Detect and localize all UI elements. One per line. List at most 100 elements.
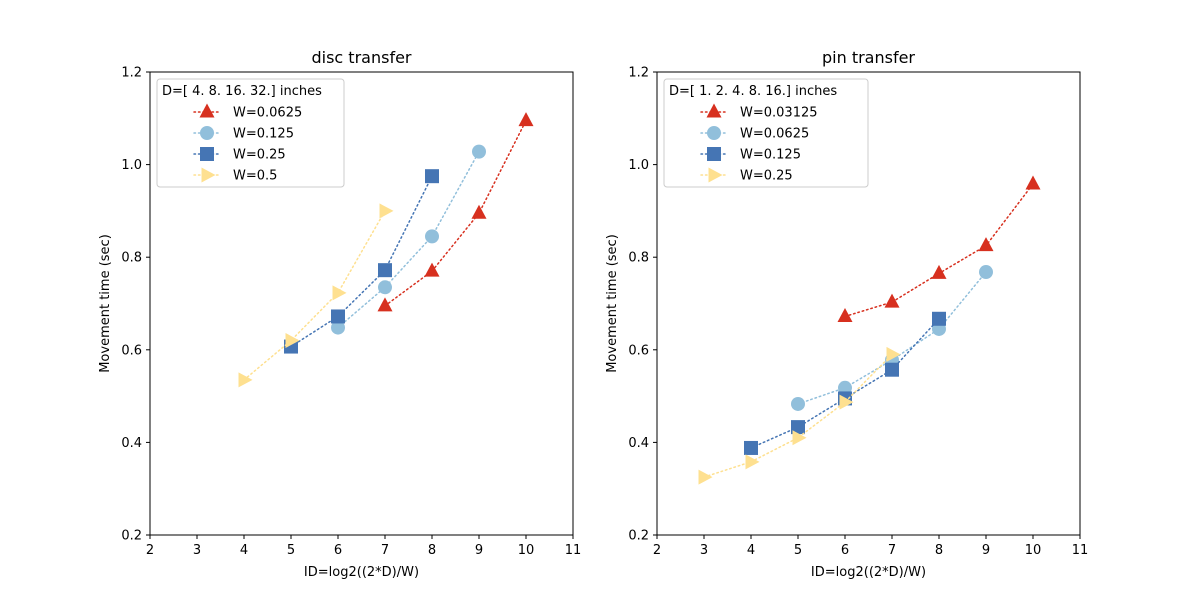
- x-tick-label: 5: [794, 543, 802, 558]
- legend-marker: [707, 126, 721, 140]
- data-point: [837, 307, 853, 322]
- y-tick-label: 0.4: [628, 436, 649, 451]
- data-point: [979, 265, 993, 280]
- data-point: [425, 229, 439, 244]
- series-line: [337, 150, 480, 329]
- legend-label: W=0.125: [740, 148, 801, 163]
- data-point: [886, 346, 901, 362]
- data-point: [424, 262, 440, 277]
- legend-title: D=[ 1. 2. 4. 8. 16.] inches: [669, 84, 837, 99]
- x-tick-label: 8: [428, 543, 436, 558]
- data-series: [837, 175, 1041, 322]
- data-point: [932, 311, 946, 326]
- series-line: [797, 271, 987, 405]
- data-point: [425, 169, 439, 184]
- legend-marker: [201, 167, 216, 183]
- x-tick-label: 8: [935, 543, 943, 558]
- x-tick-label: 2: [146, 543, 154, 558]
- data-point: [839, 394, 854, 410]
- legend: D=[ 1. 2. 4. 8. 16.] inches W=0.03125 W=0.…: [663, 78, 869, 188]
- y-axis-label: Movement time (sec): [605, 234, 620, 373]
- x-axis-label: ID=log2((2*D)/W): [811, 565, 926, 580]
- x-tick-label: 9: [982, 543, 990, 558]
- x-tick-label: 9: [475, 543, 483, 558]
- data-point: [885, 362, 899, 377]
- series-line: [384, 119, 527, 307]
- data-point: [472, 144, 486, 159]
- y-tick-label: 0.8: [628, 251, 649, 266]
- data-point: [331, 320, 345, 335]
- series-line: [243, 210, 386, 381]
- x-tick-label: 3: [700, 543, 708, 558]
- data-point: [238, 372, 253, 388]
- y-tick-label: 1.2: [628, 66, 649, 81]
- legend-label: W=0.03125: [740, 106, 818, 121]
- data-point: [745, 454, 760, 470]
- chart-panel: disc transfer 2 3 4 5 6 7 8 9 10 11 0.2 0.4 0.6 0.8 1.0…: [98, 48, 581, 580]
- legend-label: W=0.5: [233, 169, 277, 184]
- data-point: [931, 264, 947, 279]
- y-tick-label: 1.2: [121, 66, 142, 81]
- chart-title: pin transfer: [822, 48, 915, 67]
- data-series: [238, 203, 394, 388]
- legend-marker: [199, 103, 215, 118]
- x-tick-label: 6: [841, 543, 849, 558]
- y-tick-label: 0.8: [121, 251, 142, 266]
- data-point: [698, 469, 713, 485]
- x-tick-label: 4: [747, 543, 755, 558]
- legend-label: W=0.0625: [740, 127, 809, 142]
- legend-title: D=[ 4. 8. 16. 32.] inches: [162, 84, 322, 99]
- legend-marker: [200, 126, 214, 140]
- data-series: [377, 112, 534, 312]
- chart-title: disc transfer: [311, 48, 411, 67]
- y-tick-label: 1.0: [628, 158, 649, 173]
- x-tick-label: 6: [334, 543, 342, 558]
- legend-label: W=0.25: [740, 169, 793, 184]
- data-series: [331, 144, 486, 335]
- data-point: [791, 396, 805, 411]
- series-line: [750, 318, 940, 449]
- x-tick-label: 11: [565, 543, 582, 558]
- series-line: [290, 175, 433, 348]
- series-line: [844, 183, 1034, 318]
- legend-label: W=0.0625: [233, 106, 302, 121]
- x-tick-label: 3: [193, 543, 201, 558]
- data-point: [377, 297, 393, 312]
- x-tick-label: 5: [287, 543, 295, 558]
- x-tick-label: 7: [381, 543, 389, 558]
- y-tick-label: 0.2: [121, 529, 142, 544]
- x-tick-label: 10: [518, 543, 535, 558]
- data-point: [978, 237, 994, 252]
- x-tick-label: 11: [1072, 543, 1089, 558]
- data-point: [378, 280, 392, 295]
- data-series: [791, 265, 993, 411]
- plot-frame: [149, 71, 574, 536]
- data-point: [471, 204, 487, 219]
- y-axis-label: Movement time (sec): [98, 234, 113, 373]
- y-tick-label: 0.4: [121, 436, 142, 451]
- y-tick-label: 0.6: [121, 343, 142, 358]
- data-point: [884, 293, 900, 308]
- y-tick-label: 0.2: [628, 529, 649, 544]
- legend-marker: [200, 147, 214, 161]
- legend-marker: [706, 103, 722, 118]
- data-point: [285, 333, 300, 349]
- data-point: [838, 380, 852, 395]
- x-tick-label: 2: [653, 543, 661, 558]
- data-point: [518, 112, 534, 127]
- x-tick-label: 7: [888, 543, 896, 558]
- data-series: [284, 169, 439, 354]
- data-point: [792, 430, 807, 446]
- series-line: [703, 353, 893, 478]
- x-tick-label: 10: [1025, 543, 1042, 558]
- legend-label: W=0.125: [233, 127, 294, 142]
- data-point: [744, 440, 758, 455]
- x-axis-label: ID=log2((2*D)/W): [304, 565, 419, 580]
- legend-label: W=0.25: [233, 148, 286, 163]
- plot-frame: [656, 71, 1081, 536]
- data-point: [332, 285, 347, 301]
- legend: D=[ 4. 8. 16. 32.] inches W=0.0625 W=0.125…: [156, 78, 345, 188]
- data-point: [1025, 175, 1041, 190]
- chart-panel: pin transfer 2 3 4 5 6 7 8 9 10 11 0.2 0.4 0.6 0.8 1.0 1…: [605, 48, 1088, 580]
